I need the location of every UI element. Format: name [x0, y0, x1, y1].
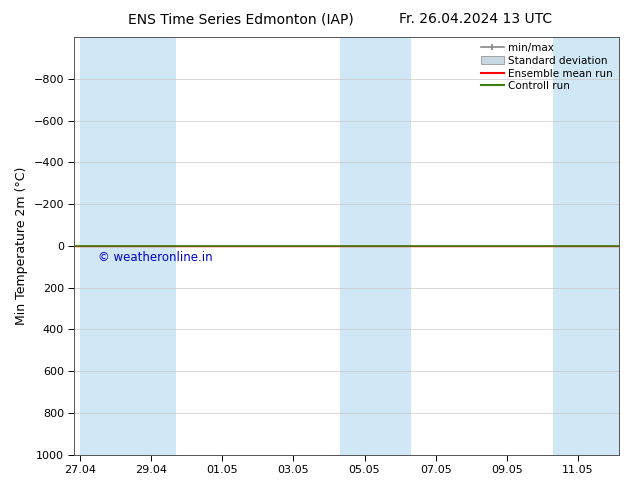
Bar	[151, 37, 176, 455]
Text: © weatheronline.in: © weatheronline.in	[98, 251, 212, 264]
Legend: min/max, Standard deviation, Ensemble mean run, Controll run: min/max, Standard deviation, Ensemble me…	[477, 39, 617, 95]
Bar	[340, 37, 365, 455]
Y-axis label: Min Temperature 2m (°C): Min Temperature 2m (°C)	[15, 167, 28, 325]
Bar	[553, 37, 619, 455]
Text: Fr. 26.04.2024 13 UTC: Fr. 26.04.2024 13 UTC	[399, 12, 552, 26]
Text: ENS Time Series Edmonton (IAP): ENS Time Series Edmonton (IAP)	[128, 12, 354, 26]
Bar	[365, 37, 411, 455]
Bar	[80, 37, 151, 455]
